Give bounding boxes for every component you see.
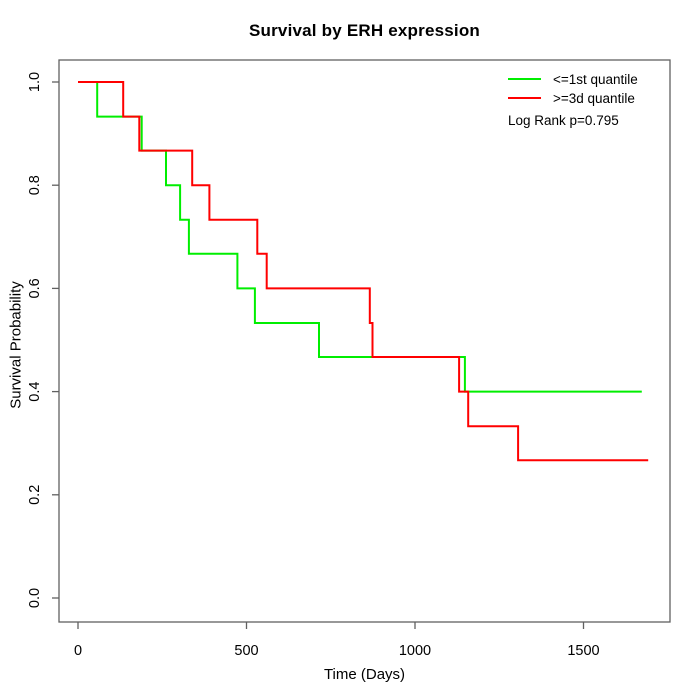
survival-curve-high <box>78 81 649 462</box>
y-tick-label: 0.0 <box>27 588 43 608</box>
x-tick-label: 500 <box>234 643 258 659</box>
y-tick-label: 0.4 <box>27 382 43 402</box>
legend-line-red-icon <box>508 97 541 99</box>
legend-label-first-quantile: <=1st quantile <box>553 71 638 87</box>
legend-label-third-quantile: >=3d quantile <box>553 90 635 106</box>
x-tick-label: 1500 <box>567 643 599 659</box>
x-tick-label: 0 <box>74 643 82 659</box>
y-axis-title: Survival Probability <box>7 281 25 409</box>
legend-item-first-quantile: <=1st quantile <box>508 71 638 87</box>
y-tick-label: 0.2 <box>27 485 43 505</box>
y-tick-label: 0.8 <box>27 175 43 195</box>
chart-title: Survival by ERH expression <box>248 21 480 40</box>
y-tick-label: 0.6 <box>27 278 43 298</box>
y-tick-label: 1.0 <box>27 72 43 92</box>
legend-item-third-quantile: >=3d quantile <box>508 90 635 106</box>
x-axis-title: Time (Days) <box>323 666 406 683</box>
plot-border <box>58 59 671 623</box>
log-rank-pvalue: Log Rank p=0.795 <box>508 113 619 128</box>
legend-line-green-icon <box>508 78 541 80</box>
survival-curve-low <box>78 81 642 393</box>
x-tick-label: 1000 <box>399 643 431 659</box>
